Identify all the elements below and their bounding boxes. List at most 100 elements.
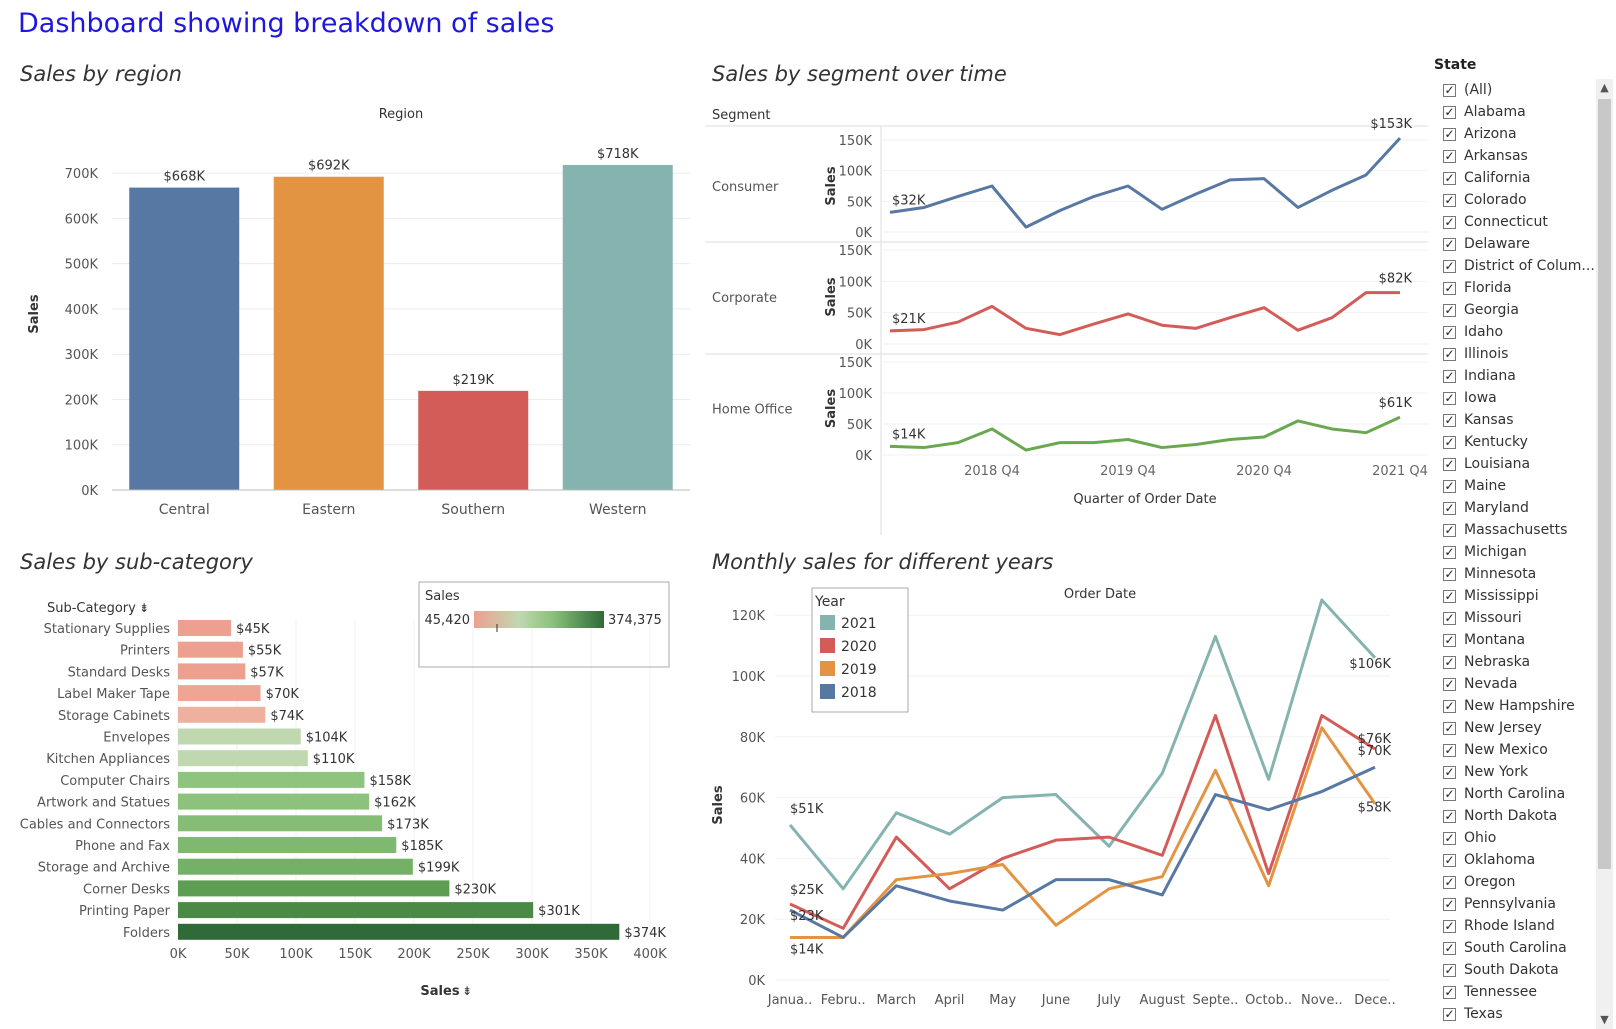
state-filter-item[interactable]: ✓ Texas [1443,1003,1603,1025]
checkbox-checked-icon[interactable]: ✓ [1443,303,1456,317]
segment-line-corporate [889,291,1400,337]
state-filter-item[interactable]: ✓ Kansas [1443,409,1603,431]
checkbox-checked-icon[interactable]: ✓ [1443,941,1456,955]
state-filter-item[interactable]: ✓ Tennessee [1443,981,1603,1003]
checkbox-checked-icon[interactable]: ✓ [1443,589,1456,603]
state-filter-item[interactable]: ✓ North Carolina [1443,783,1603,805]
scroll-thumb[interactable] [1598,99,1611,869]
state-filter-item[interactable]: ✓ Iowa [1443,387,1603,409]
state-scrollbar[interactable]: ▲ ▼ [1596,79,1613,1029]
checkbox-checked-icon[interactable]: ✓ [1443,193,1456,207]
state-filter-item[interactable]: ✓ Nevada [1443,673,1603,695]
scroll-down-icon[interactable]: ▼ [1600,1013,1609,1026]
state-filter-item[interactable]: ✓ Florida [1443,277,1603,299]
state-filter-item[interactable]: ✓ Alabama [1443,101,1603,123]
region-ytick-label: 100K [65,439,99,454]
checkbox-checked-icon[interactable]: ✓ [1443,963,1456,977]
checkbox-checked-icon[interactable]: ✓ [1443,325,1456,339]
subcategory-row-label: Storage Cabinets [58,709,170,724]
state-filter-item[interactable]: ✓ Oklahoma [1443,849,1603,871]
checkbox-checked-icon[interactable]: ✓ [1443,105,1456,119]
state-filter-item[interactable]: ✓ Delaware [1443,233,1603,255]
checkbox-checked-icon[interactable]: ✓ [1443,655,1456,669]
state-filter-item[interactable]: ✓ Nebraska [1443,651,1603,673]
checkbox-checked-icon[interactable]: ✓ [1443,391,1456,405]
checkbox-checked-icon[interactable]: ✓ [1443,875,1456,889]
state-filter-item[interactable]: ✓ Michigan [1443,541,1603,563]
state-filter-item[interactable]: ✓ Georgia [1443,299,1603,321]
state-filter-item[interactable]: ✓ Connecticut [1443,211,1603,233]
checkbox-checked-icon[interactable]: ✓ [1443,677,1456,691]
state-filter-item[interactable]: ✓ North Dakota [1443,805,1603,827]
checkbox-checked-icon[interactable]: ✓ [1443,501,1456,515]
state-filter-item[interactable]: ✓ (All) [1443,79,1603,101]
state-filter-item[interactable]: ✓ Oregon [1443,871,1603,893]
state-filter-item[interactable]: ✓ Kentucky [1443,431,1603,453]
checkbox-checked-icon[interactable]: ✓ [1443,985,1456,999]
checkbox-checked-icon[interactable]: ✓ [1443,897,1456,911]
checkbox-checked-icon[interactable]: ✓ [1443,457,1456,471]
state-filter-item[interactable]: ✓ Pennsylvania [1443,893,1603,915]
scroll-up-icon[interactable]: ▲ [1600,81,1609,94]
state-filter-item[interactable]: ✓ New Jersey [1443,717,1603,739]
checkbox-checked-icon[interactable]: ✓ [1443,611,1456,625]
checkbox-checked-icon[interactable]: ✓ [1443,215,1456,229]
checkbox-checked-icon[interactable]: ✓ [1443,743,1456,757]
segment-line-chart[interactable]: Segment Consumer Sales 0K 50K 100K 150K $32K $15… [700,100,1430,540]
state-filter-item[interactable]: ✓ Maryland [1443,497,1603,519]
state-filter-item[interactable]: ✓ Massachusetts [1443,519,1603,541]
checkbox-checked-icon[interactable]: ✓ [1443,259,1456,273]
checkbox-checked-icon[interactable]: ✓ [1443,281,1456,295]
region-bar-chart[interactable]: Region 0K 100K 200K 300K 400K 500K 600K 700K Sale… [0,100,700,540]
state-filter-item[interactable]: ✓ Rhode Island [1443,915,1603,937]
checkbox-checked-icon[interactable]: ✓ [1443,171,1456,185]
checkbox-checked-icon[interactable]: ✓ [1443,237,1456,251]
state-filter-item[interactable]: ✓ Minnesota [1443,563,1603,585]
checkbox-checked-icon[interactable]: ✓ [1443,721,1456,735]
checkbox-checked-icon[interactable]: ✓ [1443,567,1456,581]
checkbox-checked-icon[interactable]: ✓ [1443,787,1456,801]
monthly-line-chart[interactable]: Order Date 0K 20K 40K 60K 80K 100K 120K Sales Jan… [700,580,1430,1028]
state-filter-item[interactable]: ✓ Maine [1443,475,1603,497]
checkbox-checked-icon[interactable]: ✓ [1443,765,1456,779]
subcategory-bar-chart[interactable]: Sub-Category ⇟ 0K 50K 100K 150K 200K 250K 300K 3… [0,580,700,1028]
checkbox-checked-icon[interactable]: ✓ [1443,919,1456,933]
checkbox-checked-icon[interactable]: ✓ [1443,413,1456,427]
state-filter-item[interactable]: ✓ Indiana [1443,365,1603,387]
checkbox-checked-icon[interactable]: ✓ [1443,545,1456,559]
state-filter-item[interactable]: ✓ Arkansas [1443,145,1603,167]
state-filter-item[interactable]: ✓ New York [1443,761,1603,783]
state-filter-item[interactable]: ✓ Ohio [1443,827,1603,849]
checkbox-checked-icon[interactable]: ✓ [1443,347,1456,361]
state-filter-item[interactable]: ✓ Idaho [1443,321,1603,343]
checkbox-checked-icon[interactable]: ✓ [1443,1007,1456,1021]
state-filter-item[interactable]: ✓ District of Colum... [1443,255,1603,277]
checkbox-checked-icon[interactable]: ✓ [1443,127,1456,141]
state-filter-item[interactable]: ✓ New Mexico [1443,739,1603,761]
state-filter-item[interactable]: ✓ Missouri [1443,607,1603,629]
checkbox-checked-icon[interactable]: ✓ [1443,523,1456,537]
state-filter-item[interactable]: ✓ Montana [1443,629,1603,651]
state-list[interactable]: ✓ (All) ✓ Alabama ✓ Arizona ✓ Arkansas ✓ Californ… [1443,79,1603,1025]
state-filter-item[interactable]: ✓ South Carolina [1443,937,1603,959]
checkbox-checked-icon[interactable]: ✓ [1443,83,1456,97]
state-filter-item[interactable]: ✓ Colorado [1443,189,1603,211]
state-filter-item[interactable]: ✓ Illinois [1443,343,1603,365]
state-filter-item[interactable]: ✓ New Hampshire [1443,695,1603,717]
checkbox-checked-icon[interactable]: ✓ [1443,435,1456,449]
state-filter-item[interactable]: ✓ Arizona [1443,123,1603,145]
state-filter-item[interactable]: ✓ Louisiana [1443,453,1603,475]
checkbox-checked-icon[interactable]: ✓ [1443,369,1456,383]
state-filter-item[interactable]: ✓ South Dakota [1443,959,1603,981]
checkbox-checked-icon[interactable]: ✓ [1443,149,1456,163]
checkbox-checked-icon[interactable]: ✓ [1443,699,1456,713]
state-filter-item[interactable]: ✓ Mississippi [1443,585,1603,607]
checkbox-checked-icon[interactable]: ✓ [1443,633,1456,647]
checkbox-checked-icon[interactable]: ✓ [1443,831,1456,845]
checkbox-checked-icon[interactable]: ✓ [1443,809,1456,823]
state-filter-item[interactable]: ✓ California [1443,167,1603,189]
checkbox-checked-icon[interactable]: ✓ [1443,479,1456,493]
state-filter-label: District of Colum... [1464,258,1595,274]
checkbox-checked-icon[interactable]: ✓ [1443,853,1456,867]
state-filter[interactable]: State ✓ (All) ✓ Alabama ✓ Arizona ✓ Arkansas ✓ Ca… [1434,55,1616,1029]
